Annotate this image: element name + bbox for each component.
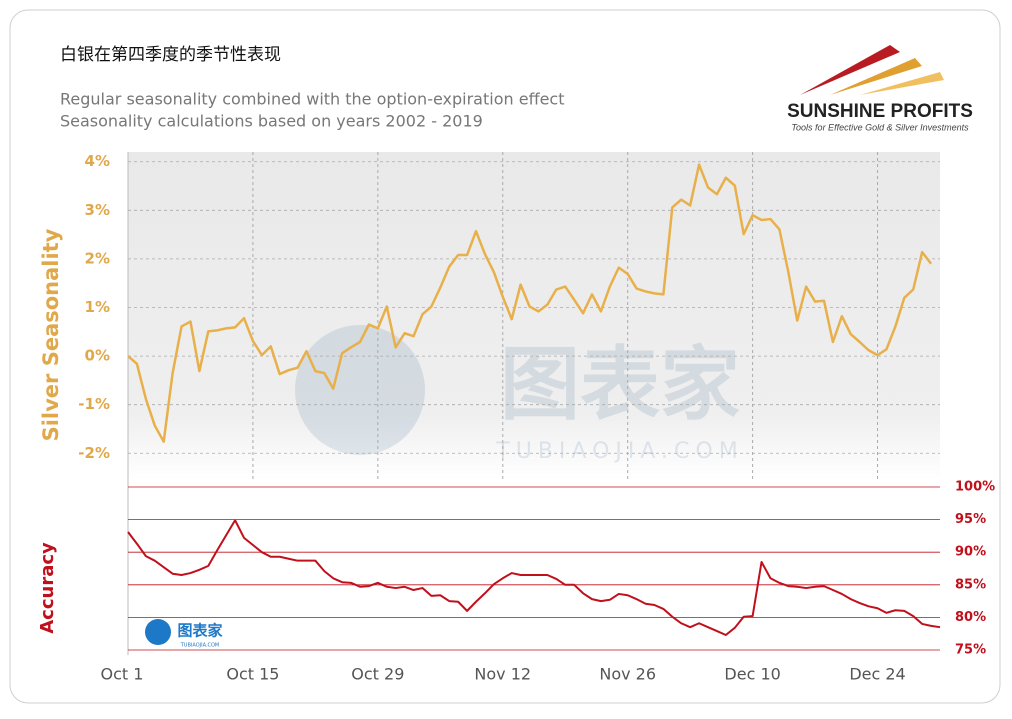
y-tick-label: 0% [85,347,110,365]
y-tick-label: 95% [955,512,986,527]
y-tick-label: 85% [955,577,986,592]
x-tick-label: Oct 29 [351,665,404,684]
y-tick-label: 75% [955,643,986,658]
subtitle: Regular seasonality combined with the op… [60,90,565,109]
logo-ray [860,72,944,95]
watermark: 图表家 TUBIAOJIA.COM [295,325,743,464]
x-tick-label: Dec 10 [724,665,780,684]
small-logo-url: TUBIAOJIA.COM [180,643,220,649]
y-tick-label: -2% [78,444,110,462]
y-tick-label: 90% [955,545,986,560]
y-axis-title: Accuracy [37,542,58,634]
logo-ray [830,58,922,95]
watermark-icon [295,325,425,455]
subtitle: Seasonality calculations based on years … [60,112,483,131]
y-tick-label: 2% [85,249,110,267]
brand-name: SUNSHINE PROFITS [787,101,973,122]
x-tick-label: Dec 24 [849,665,905,684]
y-tick-label: -1% [78,395,110,413]
data-line [127,163,933,443]
x-tick-label: Oct 1 [101,665,144,684]
logo-ray [800,45,900,95]
x-tick-label: Nov 26 [599,665,656,684]
chart-title: 白银在第四季度的季节性表现 [60,45,281,65]
watermark-text: 图表家 [500,338,740,431]
small-logo-icon [145,619,171,645]
brand-tagline: Tools for Effective Gold & Silver Invest… [791,122,969,132]
plot-background [128,152,940,480]
y-tick-label: 3% [85,201,110,219]
y-tick-label: 4% [85,152,110,170]
small-logo: 图表家 TUBIAOJIA.COM [145,619,223,649]
small-logo-text: 图表家 [177,622,222,640]
y-axis-title: Silver Seasonality [39,228,63,441]
y-tick-label: 100% [955,480,995,495]
y-tick-label: 1% [85,298,110,316]
data-line [127,519,941,637]
y-tick-label: 80% [955,610,986,625]
watermark-url: TUBIAOJIA.COM [495,439,743,464]
x-tick-label: Nov 12 [474,665,531,684]
x-tick-label: Oct 15 [226,665,279,684]
brand-logo: SUNSHINE PROFITS Tools for Effective Gol… [787,45,973,132]
